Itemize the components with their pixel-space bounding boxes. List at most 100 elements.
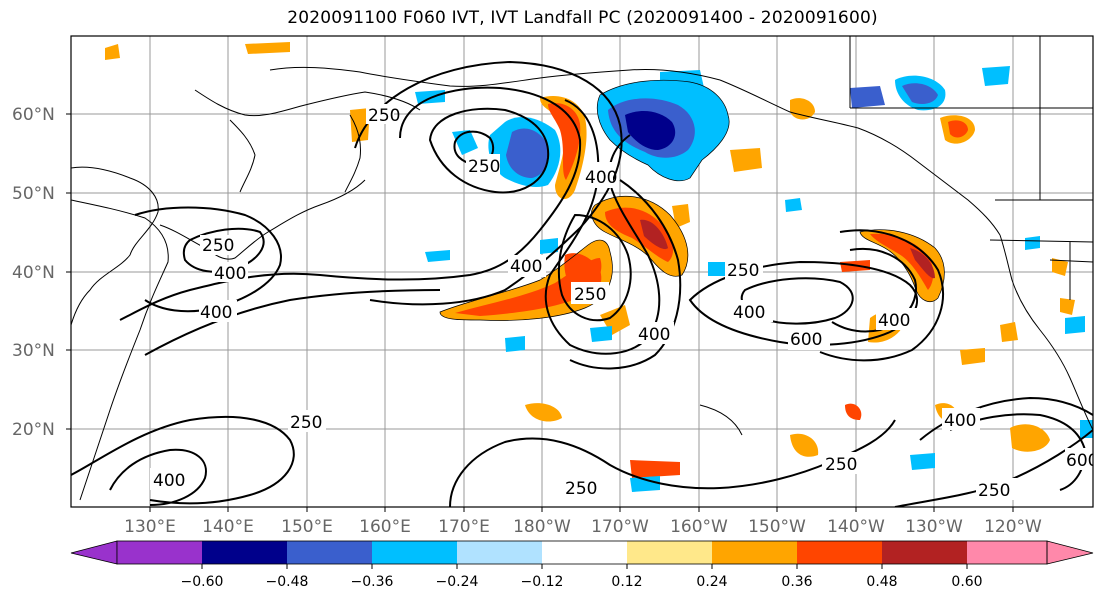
colorbar-tick-label: −0.48: [266, 574, 309, 590]
positive-anomaly-patch: [910, 248, 935, 279]
colorbar-tick-label: 0.48: [866, 574, 897, 590]
colorbar-swatch: [967, 541, 1047, 564]
svg-text:400: 400: [944, 411, 976, 431]
negative-anomaly-patch: [540, 238, 558, 254]
contour-label: 400: [731, 300, 773, 323]
contour-line: [557, 213, 632, 322]
negative-anomaly-patch: [625, 110, 676, 150]
contour-label: 400: [876, 308, 918, 331]
lat-label: 60°N: [12, 105, 55, 125]
negative-anomaly-patch: [590, 326, 612, 342]
lon-label: 120°W: [984, 517, 1042, 537]
contour-line: [819, 229, 944, 362]
contour-line: [134, 206, 282, 313]
colorbar-tick-label: 0.36: [781, 574, 812, 590]
colorbar-swatch: [882, 541, 967, 564]
contour-label: 400: [583, 162, 617, 188]
contour-labels: 250 250 400 400 400 250 400 250 400 600 …: [150, 104, 1098, 501]
svg-text:400: 400: [200, 303, 232, 323]
contour-line: [71, 415, 295, 505]
negative-anomaly-patch: [660, 70, 705, 98]
contour-line: [949, 413, 1087, 491]
contour-label: 250: [562, 476, 604, 499]
svg-text:400: 400: [733, 303, 765, 323]
colorbar-tick-label: −0.24: [436, 574, 479, 590]
positive-anomaly-patch: [960, 348, 985, 365]
positive-anomaly-patch: [948, 120, 968, 138]
contour-line: [688, 260, 919, 346]
contour-line: [109, 448, 207, 506]
contour-line: [569, 179, 682, 370]
lon-label: 160°W: [670, 517, 728, 537]
positive-anomaly-patch: [845, 403, 862, 420]
positive-anomaly-patch: [640, 219, 668, 250]
lat-label: 20°N: [12, 420, 55, 440]
positive-anomaly-patch: [605, 207, 674, 262]
contour-line: [144, 289, 441, 356]
contour-line: [354, 60, 623, 306]
contour-label: 250: [366, 104, 400, 126]
negative-anomaly-patch: [902, 83, 938, 104]
lat-label: 30°N: [12, 341, 55, 361]
lon-label: 150°E: [281, 517, 333, 537]
contour-label: 250: [976, 478, 1018, 501]
svg-text:250: 250: [825, 455, 857, 475]
colorbar-tick-label: 0.12: [611, 574, 642, 590]
colorbar-swatch: [372, 541, 457, 564]
contour-label: 400: [508, 255, 546, 277]
contour-label: 250: [822, 452, 864, 475]
colorbar-right-extend: [1046, 540, 1094, 565]
positive-anomaly-patch: [245, 42, 290, 54]
contour-label: 250: [725, 258, 763, 281]
svg-text:250: 250: [290, 413, 322, 433]
lon-label: 170°W: [591, 517, 649, 537]
lon-label: 140°W: [827, 517, 885, 537]
lon-label: 170°E: [438, 517, 490, 537]
colorbar-swatch: [542, 541, 627, 564]
svg-text:250: 250: [727, 261, 759, 281]
colorbar-tick-label: −0.12: [521, 574, 564, 590]
lon-label: 130°W: [905, 517, 963, 537]
colorbar-swatch: [457, 541, 542, 564]
positive-anomaly-patch: [105, 44, 120, 60]
negative-anomaly-patch: [415, 90, 445, 104]
positive-anomaly-patch: [730, 148, 762, 172]
lon-label: 130°E: [124, 517, 176, 537]
negative-anomaly-patch: [708, 262, 725, 276]
colorbar-swatch: [117, 541, 202, 564]
colorbar-swatch: [202, 541, 287, 564]
svg-text:250: 250: [368, 106, 400, 126]
colorbar-swatch: [287, 541, 372, 564]
positive-anomaly-patch: [350, 108, 370, 142]
positive-anomaly-patch: [630, 460, 680, 478]
positive-anomaly-patch: [672, 204, 690, 228]
positive-anomaly-patch: [1000, 322, 1018, 342]
positive-anomaly-patch: [1010, 424, 1050, 452]
svg-text:400: 400: [153, 471, 185, 491]
colorbar-swatch: [627, 541, 712, 564]
negative-anomaly-patch: [630, 476, 660, 492]
svg-text:600: 600: [1066, 451, 1098, 471]
positive-anomaly-patch: [1060, 298, 1075, 315]
contour-line: [831, 248, 917, 333]
colorbar-swatch: [712, 541, 797, 564]
contour-label: 250: [200, 235, 234, 256]
svg-text:400: 400: [638, 325, 670, 345]
svg-text:400: 400: [214, 264, 246, 284]
negative-anomaly-patch: [850, 86, 885, 108]
svg-text:250: 250: [468, 157, 500, 177]
contour-label: 400: [942, 408, 980, 431]
negative-anomaly-patch: [785, 198, 802, 212]
lon-label: 150°W: [748, 517, 806, 537]
colorbar-left-extend: [70, 540, 118, 565]
longitude-labels: 130°E 140°E 150°E 160°E 170°E 180°W 170°…: [124, 517, 1042, 537]
latitude-labels: 60°N 50°N 40°N 30°N 20°N: [12, 105, 55, 440]
colorbar: −0.60 −0.48 −0.36 −0.24 −0.12 0.12 0.24 …: [70, 540, 1094, 590]
contour-label: 400: [199, 300, 237, 323]
svg-text:250: 250: [565, 479, 597, 499]
lon-label: 140°E: [202, 517, 254, 537]
contour-label: 250: [466, 154, 500, 177]
negative-anomaly-patch: [1025, 236, 1040, 250]
svg-text:400: 400: [510, 257, 542, 277]
svg-text:600: 600: [790, 330, 822, 350]
